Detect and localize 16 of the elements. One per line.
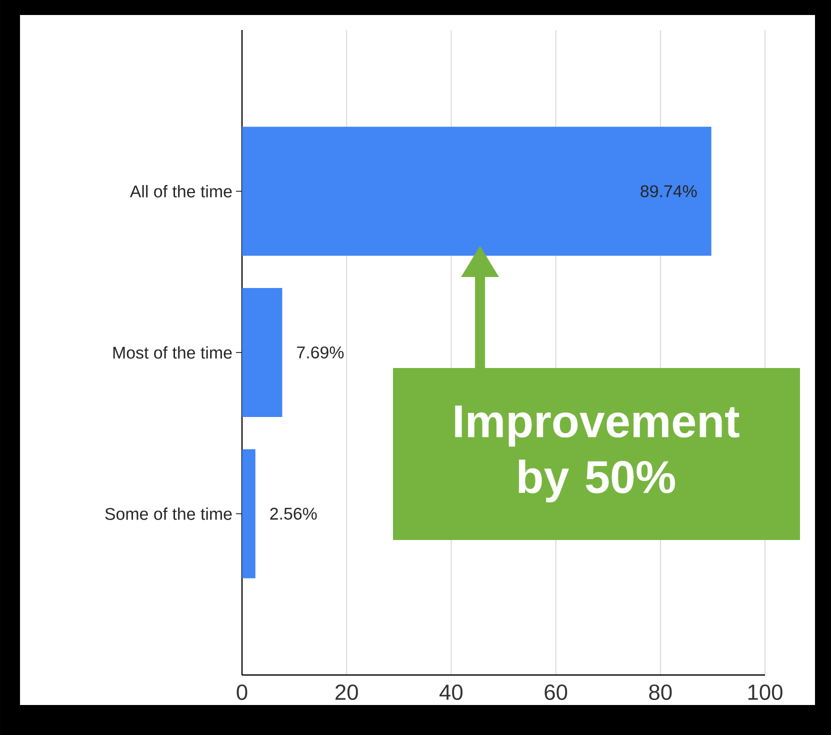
data-label: 2.56% xyxy=(270,508,317,520)
y-tick-label: Some of the time xyxy=(105,508,232,520)
bar xyxy=(242,449,256,578)
y-tick-label: Most of the time xyxy=(113,346,232,359)
bar xyxy=(242,288,282,417)
data-label: 7.69% xyxy=(297,346,344,358)
x-tick-label: 40 xyxy=(440,684,463,700)
x-tick-label: 100 xyxy=(748,684,782,700)
x-tick-label: 60 xyxy=(544,684,568,700)
x-tick-label: 0 xyxy=(236,684,248,700)
x-tick-label: 20 xyxy=(336,684,358,700)
x-tick-label: 80 xyxy=(649,684,672,700)
bar xyxy=(242,126,712,256)
y-tick-label: All of the time xyxy=(130,185,232,198)
data-label: 89.74% xyxy=(640,185,697,198)
annotation: Improvement by 50% xyxy=(455,406,740,502)
